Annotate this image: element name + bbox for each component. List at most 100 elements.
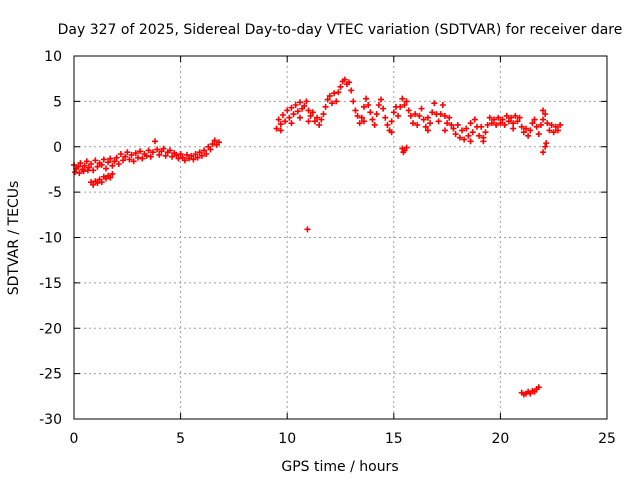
data-point: [467, 138, 474, 145]
data-point: [160, 145, 167, 152]
data-point: [390, 109, 397, 116]
y-tick-label: -20: [39, 321, 62, 337]
data-point: [360, 103, 367, 110]
data-point: [493, 121, 500, 128]
data-point: [335, 89, 342, 96]
data-point: [409, 120, 416, 127]
data-point: [105, 159, 112, 166]
data-point: [156, 151, 163, 158]
x-tick-label: 25: [598, 431, 616, 447]
data-point: [92, 157, 99, 164]
data-point: [290, 111, 297, 118]
data-point: [192, 151, 199, 158]
data-point: [309, 109, 316, 116]
data-point: [529, 120, 536, 127]
data-point: [80, 168, 87, 175]
data-point: [128, 151, 135, 158]
data-point: [132, 150, 139, 157]
data-point: [277, 127, 284, 134]
data-point: [448, 121, 455, 128]
data-point: [367, 109, 374, 116]
data-point: [550, 129, 557, 136]
data-point: [399, 95, 406, 102]
data-point: [333, 98, 340, 105]
data-point: [542, 143, 549, 150]
data-point: [122, 153, 129, 160]
data-point: [341, 76, 348, 83]
data-point: [380, 105, 387, 112]
data-point: [311, 118, 318, 125]
data-point: [137, 148, 144, 155]
data-point: [378, 96, 385, 103]
data-point: [337, 83, 344, 90]
data-point: [88, 160, 95, 167]
data-point: [540, 149, 547, 156]
data-point: [535, 384, 542, 391]
data-point: [166, 147, 173, 154]
data-point: [510, 120, 517, 127]
data-point: [469, 129, 476, 136]
data-point: [162, 152, 169, 159]
data-point: [358, 114, 365, 121]
data-point: [412, 111, 419, 118]
data-point: [557, 121, 564, 128]
data-point: [145, 147, 152, 154]
data-point: [414, 121, 421, 128]
data-point: [120, 157, 127, 164]
data-point: [531, 116, 538, 123]
data-point: [288, 120, 295, 127]
data-point: [194, 154, 201, 161]
data-point: [149, 149, 156, 156]
data-point: [542, 111, 549, 118]
data-point: [546, 127, 553, 134]
data-point: [525, 132, 532, 139]
data-point: [211, 137, 218, 144]
data-point: [305, 118, 312, 125]
data-point: [183, 151, 190, 158]
y-axis-label: SDTVAR / TECUs: [6, 181, 22, 296]
x-tick-label: 10: [278, 431, 296, 447]
data-point: [371, 121, 378, 128]
data-point: [316, 121, 323, 128]
data-point: [100, 156, 107, 163]
data-point: [514, 118, 521, 125]
data-point: [109, 170, 116, 177]
data-point: [435, 118, 442, 125]
data-point: [388, 129, 395, 136]
data-point: [427, 120, 434, 127]
data-point: [203, 151, 210, 158]
data-point: [465, 132, 472, 139]
data-point: [452, 131, 459, 138]
data-point: [81, 162, 88, 169]
data-point: [461, 136, 468, 143]
data-point: [296, 114, 303, 121]
data-point: [90, 167, 97, 174]
data-point: [181, 157, 188, 164]
data-point: [522, 125, 529, 132]
data-point: [130, 158, 137, 165]
data-point: [535, 131, 542, 138]
data-point: [400, 149, 407, 156]
data-point: [437, 111, 444, 118]
data-point: [424, 127, 431, 134]
data-point: [424, 114, 431, 121]
data-point: [482, 129, 489, 136]
data-point: [533, 123, 540, 130]
data-point: [307, 112, 314, 119]
data-point: [459, 127, 466, 134]
data-point: [124, 149, 131, 156]
data-point: [77, 160, 84, 167]
data-point: [98, 179, 105, 186]
data-point: [113, 154, 120, 161]
data-point: [478, 123, 485, 130]
x-tick-label: 5: [176, 431, 185, 447]
data-point: [548, 121, 555, 128]
data-point: [403, 98, 410, 105]
data-point: [320, 111, 327, 118]
data-points: [71, 76, 564, 398]
data-point: [296, 99, 303, 106]
data-point: [303, 98, 310, 105]
data-point: [143, 152, 150, 159]
data-point: [352, 107, 359, 114]
